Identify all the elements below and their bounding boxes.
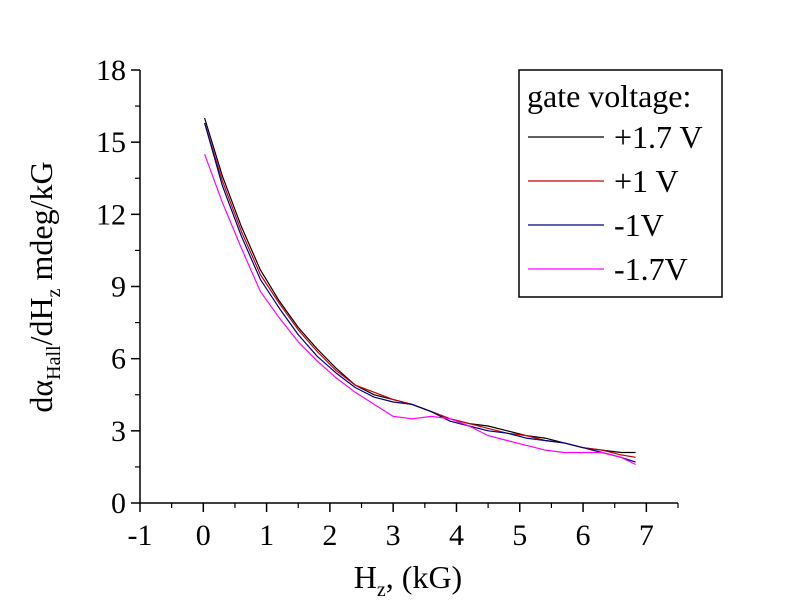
- legend-box: [518, 69, 723, 298]
- y-tick-label: 6: [111, 343, 126, 376]
- x-tick-label: 6: [576, 519, 591, 552]
- y-axis: 0 3 6 9 12 15 18: [96, 54, 140, 520]
- series-line-1V: [204, 122, 636, 463]
- series-lines: [204, 117, 636, 466]
- y-tick-label: 18: [96, 54, 126, 87]
- x-tick-label: 2: [322, 519, 337, 552]
- y-tick-label: 15: [96, 126, 126, 159]
- x-tick-label: 4: [449, 519, 464, 552]
- series-line-1-7V: [204, 153, 636, 466]
- x-tick-label: 3: [386, 519, 401, 552]
- y-tick-label: 0: [111, 487, 126, 520]
- legend: gate voltage: +1.7 V +1 V -1V -1.7V: [518, 69, 723, 298]
- legend-title: gate voltage:: [527, 78, 691, 114]
- x-axis: -1 0 1 2 3 4 5 6 7: [128, 503, 679, 552]
- legend-label: +1.7 V: [614, 119, 703, 155]
- x-tick-label: 5: [512, 519, 527, 552]
- y-axis-label: dαHall/dHz mdeg/kG: [23, 161, 65, 412]
- x-axis-label: Hz, (kG): [354, 559, 462, 601]
- y-tick-label: 12: [96, 198, 126, 231]
- x-tick-label: 1: [259, 519, 274, 552]
- y-tick-label: 9: [111, 271, 126, 304]
- legend-label: -1V: [614, 207, 664, 243]
- legend-label: -1.7V: [614, 251, 688, 287]
- x-tick-label: 7: [639, 519, 654, 552]
- x-tick-label: 0: [196, 519, 211, 552]
- y-tick-label: 3: [111, 415, 126, 448]
- x-tick-label: -1: [128, 519, 153, 552]
- legend-label: +1 V: [614, 163, 679, 199]
